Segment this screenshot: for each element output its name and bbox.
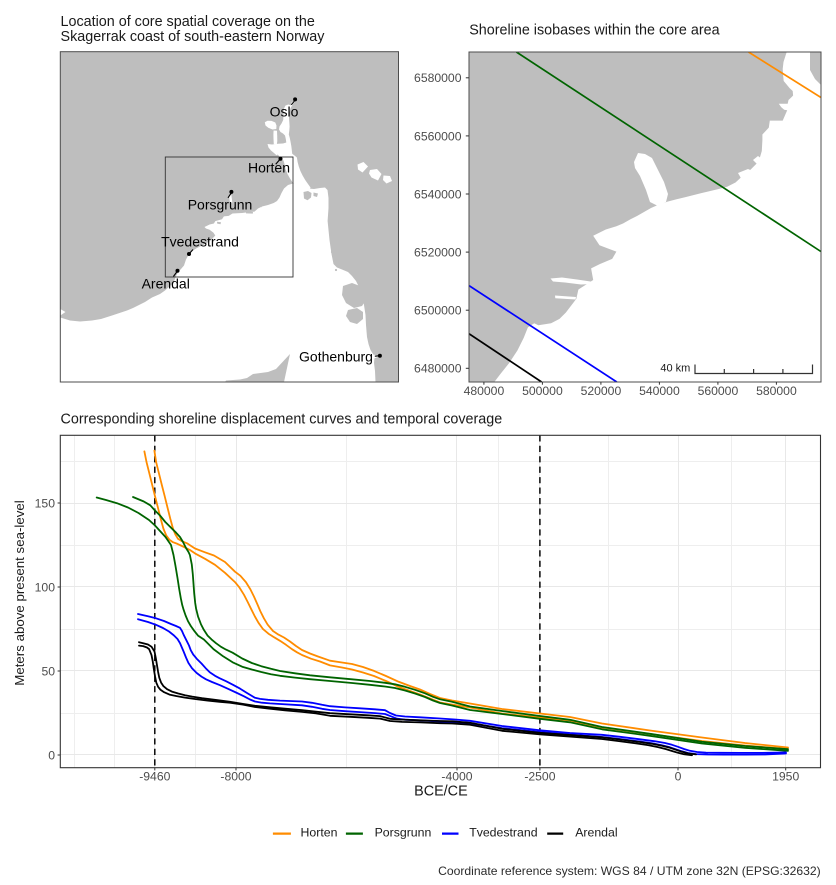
svg-text:Oslo: Oslo [270,104,299,120]
svg-text:6560000: 6560000 [414,129,462,143]
svg-text:Shoreline isobases within the: Shoreline isobases within the core area [469,23,719,39]
svg-text:40 km: 40 km [660,363,690,375]
svg-text:560000: 560000 [698,384,739,398]
svg-text:150: 150 [35,496,56,510]
svg-text:6480000: 6480000 [414,362,462,376]
svg-text:6500000: 6500000 [414,304,462,318]
svg-text:-2500: -2500 [524,769,555,783]
svg-text:Gothenburg: Gothenburg [299,349,373,365]
svg-text:Arendal: Arendal [575,826,617,840]
svg-text:50: 50 [41,664,55,678]
svg-text:Tvedestrand: Tvedestrand [469,826,538,840]
svg-text:Corresponding shoreline displa: Corresponding shoreline displacement cur… [61,412,503,428]
svg-text:Tvedestrand: Tvedestrand [161,234,239,250]
svg-text:Skagerrak coast of south-easte: Skagerrak coast of south-eastern Norway [61,29,326,45]
svg-text:480000: 480000 [464,384,505,398]
svg-text:Arendal: Arendal [142,276,190,292]
svg-text:Coordinate reference system: W: Coordinate reference system: WGS 84 / UT… [438,864,821,878]
svg-text:Meters above present sea-level: Meters above present sea-level [12,500,27,686]
svg-text:-8000: -8000 [220,769,251,783]
svg-text:580000: 580000 [756,384,797,398]
svg-text:6540000: 6540000 [414,187,462,201]
svg-text:1950: 1950 [772,769,799,783]
svg-text:6580000: 6580000 [414,71,462,85]
svg-text:540000: 540000 [639,384,680,398]
svg-text:520000: 520000 [581,384,622,398]
svg-text:-9460: -9460 [139,769,170,783]
svg-text:6520000: 6520000 [414,246,462,260]
svg-text:-4000: -4000 [441,769,472,783]
svg-text:Porsgrunn: Porsgrunn [375,826,432,840]
svg-text:0: 0 [48,748,55,762]
svg-text:100: 100 [35,580,56,594]
svg-text:Location of core spatial cover: Location of core spatial coverage on the [61,14,315,30]
svg-text:Horten: Horten [301,826,338,840]
svg-text:0: 0 [675,769,682,783]
svg-text:BCE/CE: BCE/CE [414,784,468,800]
svg-text:500000: 500000 [522,384,563,398]
svg-text:Horten: Horten [248,160,290,176]
svg-text:Porsgrunn: Porsgrunn [188,197,253,213]
